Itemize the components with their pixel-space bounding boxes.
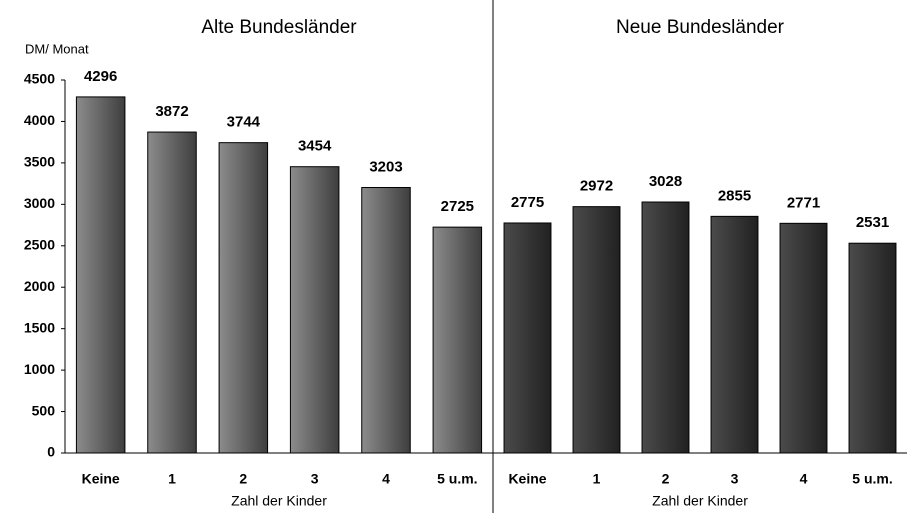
y-tick-label: 4000 [24, 112, 55, 128]
value-label: 3203 [369, 158, 402, 175]
x-tick-label: 2 [662, 471, 670, 487]
y-tick-label: 3500 [24, 154, 55, 170]
x-tick-label: 1 [593, 471, 601, 487]
value-label: 3454 [298, 138, 332, 155]
x-tick-label: 2 [239, 471, 247, 487]
y-tick-label: 4500 [24, 71, 55, 87]
y-tick-label: 500 [32, 402, 56, 418]
bar [710, 215, 759, 454]
panel-title: Alte Bundesländer [201, 17, 357, 38]
y-tick-label: 1000 [24, 361, 55, 377]
x-axis-label: Zahl der Kinder [231, 493, 327, 509]
y-tick-label: 2500 [24, 236, 55, 252]
x-tick-label: 5 u.m. [437, 471, 477, 487]
value-label: 3872 [155, 103, 188, 120]
bar [289, 166, 340, 454]
y-tick-label: 1500 [24, 319, 55, 335]
x-tick-label: Keine [508, 471, 546, 487]
y-tick-label: 3000 [24, 195, 55, 211]
value-label: 2771 [787, 194, 820, 211]
bar [641, 201, 690, 454]
value-label: 3028 [649, 173, 682, 190]
x-tick-label: 3 [731, 471, 739, 487]
value-label: 3744 [227, 114, 261, 131]
x-tick-label: 1 [168, 471, 176, 487]
value-label: 2972 [580, 178, 613, 195]
value-label: 2725 [441, 198, 474, 215]
value-label: 2775 [511, 194, 544, 211]
x-axis-label: Zahl der Kinder [652, 493, 748, 509]
bar [75, 96, 126, 454]
y-axis-label: DM/ Monat [25, 41, 89, 56]
x-tick-label: 5 u.m. [852, 471, 892, 487]
x-tick-label: 3 [311, 471, 319, 487]
x-tick-label: 4 [800, 471, 808, 487]
x-tick-label: Keine [82, 471, 120, 487]
bar [432, 226, 483, 454]
bar [147, 131, 197, 454]
y-tick-label: 2000 [24, 278, 55, 294]
bar [848, 242, 897, 454]
value-label: 2531 [856, 214, 889, 231]
x-tick-label: 4 [382, 471, 390, 487]
bar [572, 206, 621, 454]
value-label: 2855 [718, 187, 751, 204]
bar [218, 142, 269, 454]
panel-title: Neue Bundesländer [616, 17, 785, 38]
bar [779, 222, 828, 454]
bar [361, 187, 411, 454]
y-tick-label: 0 [47, 444, 55, 460]
bar [503, 222, 552, 454]
value-label: 4296 [84, 68, 117, 85]
